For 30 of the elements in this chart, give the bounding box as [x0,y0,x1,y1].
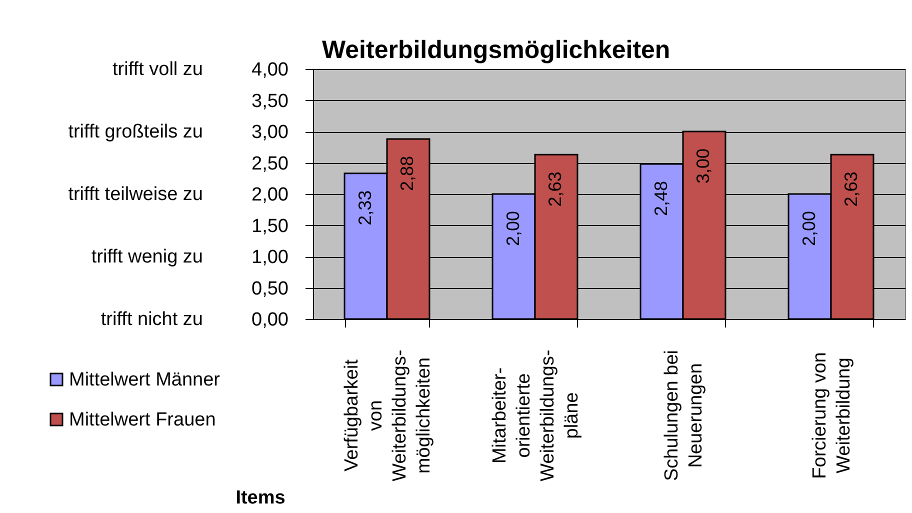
y-tick-label: 2,50 [252,153,288,174]
category-label: trifft voll zu [112,59,203,80]
data-label: 2,63 [545,172,566,207]
chart-title: Weiterbildungsmöglichkeiten [322,36,670,64]
legend-label: Mittelwert Frauen [69,410,216,430]
x-tick-label: Forcierung von Weiterbildung [810,352,854,479]
category-label: trifft nicht zu [100,309,203,330]
y-tick-label: 3,00 [252,122,288,143]
x-axis-title: Items [236,488,286,508]
y-tick-label: 3,50 [252,90,288,112]
y-tick-label: 2,00 [252,184,288,206]
legend-label: Mittelwert Männer [69,370,221,390]
y-tick-label: 0,00 [252,310,288,330]
category-label: trifft wenig zu [91,246,203,268]
y-tick-label: 1,50 [252,216,288,237]
category-label: trifft teilweise zu [68,184,203,205]
y-tick-label: 0,50 [252,278,288,300]
data-label: 2,00 [798,211,819,246]
y-tick-label: 4,00 [252,60,288,80]
x-tick-label: Schulungen bei Neuerungen [662,350,706,481]
data-label: 2,48 [650,181,671,216]
data-label: 3,00 [693,148,714,184]
x-tick-label: Mitarbeiter-orientierte Weiterbildungs-pläne [490,350,582,482]
data-label: 2,33 [354,190,375,226]
data-label: 2,88 [397,156,418,192]
data-label: 2,63 [841,172,862,207]
y-tick-label: 1,00 [252,247,288,268]
x-tick-label: Verfügbarkeit von Weiterbildungs-möglichkeiten [342,350,434,482]
data-label: 2,00 [502,211,523,246]
category-label: trifft großteils zu [68,122,203,142]
